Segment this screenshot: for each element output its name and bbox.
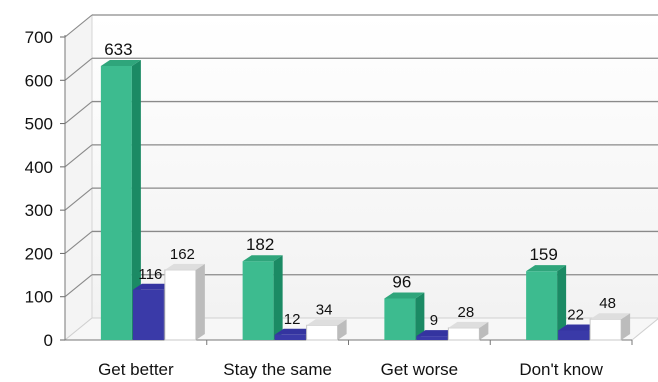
x-category-label: Get better [98, 360, 174, 379]
gridline-diagonal [64, 231, 93, 254]
gridline-diagonal [64, 144, 93, 168]
bar-front [242, 261, 274, 340]
bar-2-2 [447, 321, 489, 341]
bar-top [132, 283, 173, 290]
data-label: 28 [458, 304, 475, 321]
bar-side [273, 255, 283, 340]
gridline-diagonal [64, 14, 93, 38]
y-tick-label: 400 [25, 158, 53, 177]
bar-top [384, 292, 425, 299]
y-tick-label: 100 [25, 288, 53, 307]
y-tick-label: 300 [25, 201, 53, 220]
data-label: 9 [430, 312, 438, 329]
bar-front [274, 334, 306, 340]
bar-side [131, 60, 141, 340]
bar-top [306, 319, 347, 326]
bar-side [337, 319, 347, 340]
bar-2-0 [384, 292, 425, 340]
bar-side [195, 263, 205, 340]
gridline-diagonal [64, 101, 93, 124]
y-tick-label: 700 [25, 28, 53, 47]
bar-top [526, 265, 567, 272]
gridline-diagonal [64, 187, 93, 211]
bar-top [274, 328, 315, 335]
bar-1-2 [306, 319, 347, 341]
bar-side [415, 292, 425, 340]
bar-front [306, 324, 339, 341]
bar-0-2 [164, 263, 205, 341]
data-label: 182 [246, 235, 274, 254]
bar-side [557, 265, 567, 340]
bar-top [100, 60, 141, 67]
bar-front [132, 289, 164, 340]
data-label: 116 [138, 266, 162, 283]
data-label: 48 [599, 295, 616, 312]
bar-top [416, 330, 457, 337]
bar-front [526, 271, 558, 340]
y-tick-label: 0 [44, 331, 53, 350]
bar-3-0 [526, 265, 567, 340]
data-label: 633 [104, 40, 132, 59]
bar-top [558, 324, 599, 331]
bar-top [164, 263, 205, 270]
bar-side [621, 313, 631, 340]
bar-front [100, 66, 132, 340]
data-label: 96 [392, 272, 411, 291]
data-label: 34 [316, 301, 333, 318]
bar-0-0 [100, 60, 141, 340]
y-tick-label: 600 [25, 71, 53, 90]
bar-front [164, 269, 197, 341]
x-category-label: Get worse [381, 360, 458, 379]
bar-top [590, 313, 631, 320]
data-label: 159 [529, 245, 557, 264]
y-tick-label: 500 [25, 115, 53, 134]
bar-top [242, 255, 283, 262]
bar-front [384, 298, 416, 340]
data-label: 22 [567, 306, 584, 323]
bar-front [447, 327, 480, 341]
gridline-diagonal [64, 57, 93, 81]
side-wall [64, 13, 93, 342]
bar-front [589, 318, 622, 341]
gridline-diagonal [64, 274, 93, 298]
data-label: 12 [284, 311, 301, 328]
data-label: 162 [170, 246, 195, 263]
x-category-label: Stay the same [223, 360, 332, 379]
bar-side [479, 321, 489, 340]
bar-1-0 [242, 255, 283, 340]
bar-front [558, 330, 590, 340]
bar-3-2 [589, 313, 631, 341]
x-category-label: Don't know [519, 360, 603, 379]
bar-front [416, 336, 448, 340]
bar-top [448, 321, 489, 328]
y-tick-label: 200 [25, 244, 53, 263]
